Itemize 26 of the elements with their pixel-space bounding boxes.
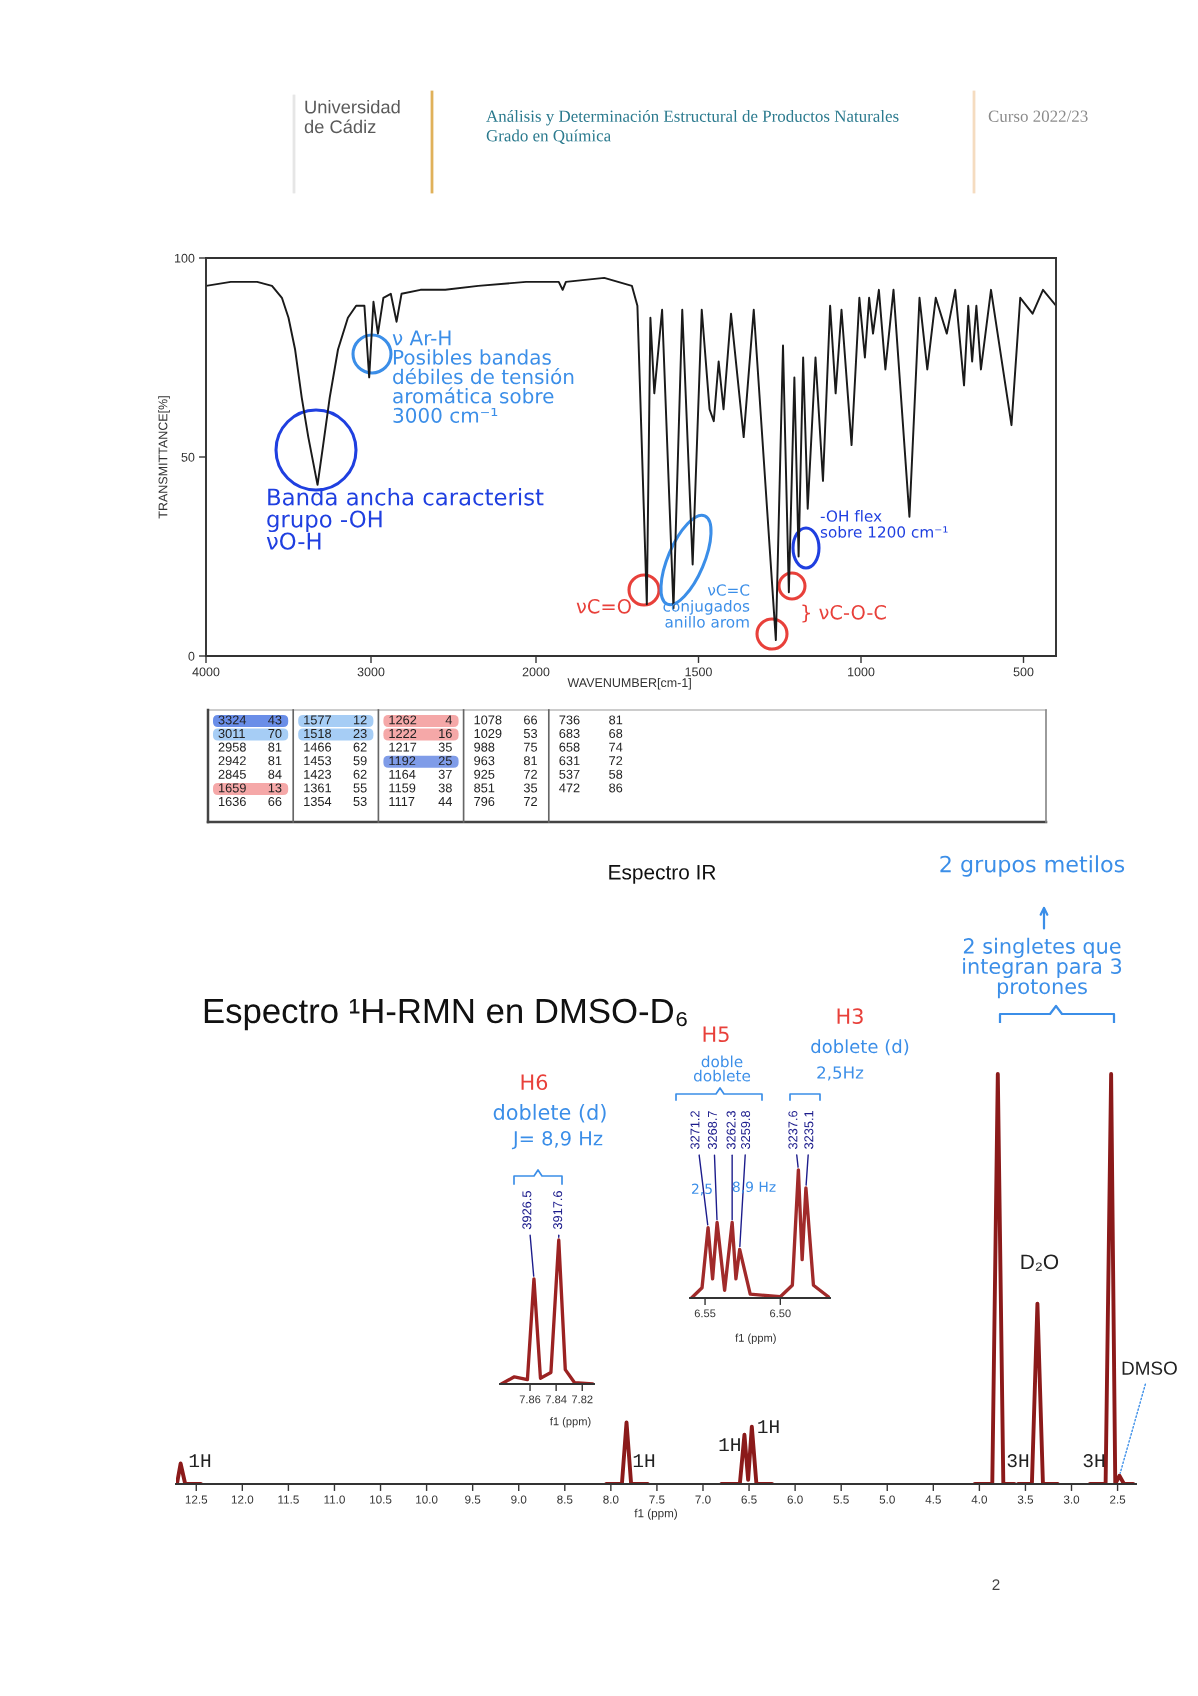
annotation: Banda ancha caracterist grupo -OH νO-H	[266, 488, 544, 550]
text: 2 grupos metilos	[940, 855, 1125, 877]
text: H5	[703, 1026, 729, 1043]
annotation: D₂O	[1021, 1254, 1059, 1271]
annotation: doblete (d)	[493, 1103, 606, 1123]
annotation: DMSO	[1122, 1361, 1177, 1375]
chart-title: Espectro ¹H-RMN en DMSO-D₆	[204, 998, 687, 1031]
text: doblete (d)	[811, 1039, 909, 1056]
annotation: ν Ar-H Posibles bandas débiles de tensión aromática sobre 3000 cm⁻¹	[392, 330, 574, 423]
annotation: 1H	[189, 1454, 211, 1468]
annotation: 1H	[719, 1438, 740, 1452]
annotation: 1H	[758, 1420, 779, 1434]
annotation: 3H	[1007, 1454, 1029, 1468]
text: Universidad de Cádiz	[304, 100, 400, 134]
text: Curso 2022/23	[988, 110, 1088, 122]
text: 2 singletes que integran para 3 protones	[963, 937, 1122, 999]
text: Análisis y Determinación Estructural de Productos Naturales Grado en Química	[486, 110, 899, 145]
annotation: 2,5Hz	[817, 1066, 864, 1081]
annotation: J= 8,9 Hz	[511, 1130, 603, 1150]
annotation: νC=O	[576, 598, 631, 614]
text: Espectro IR	[609, 865, 716, 884]
annotation: 3H	[1083, 1454, 1105, 1468]
annotation: 1H	[633, 1454, 655, 1468]
text: H3	[837, 1008, 863, 1025]
annotation: } νC-O-C	[802, 604, 886, 623]
annotation: H6	[521, 1074, 548, 1091]
